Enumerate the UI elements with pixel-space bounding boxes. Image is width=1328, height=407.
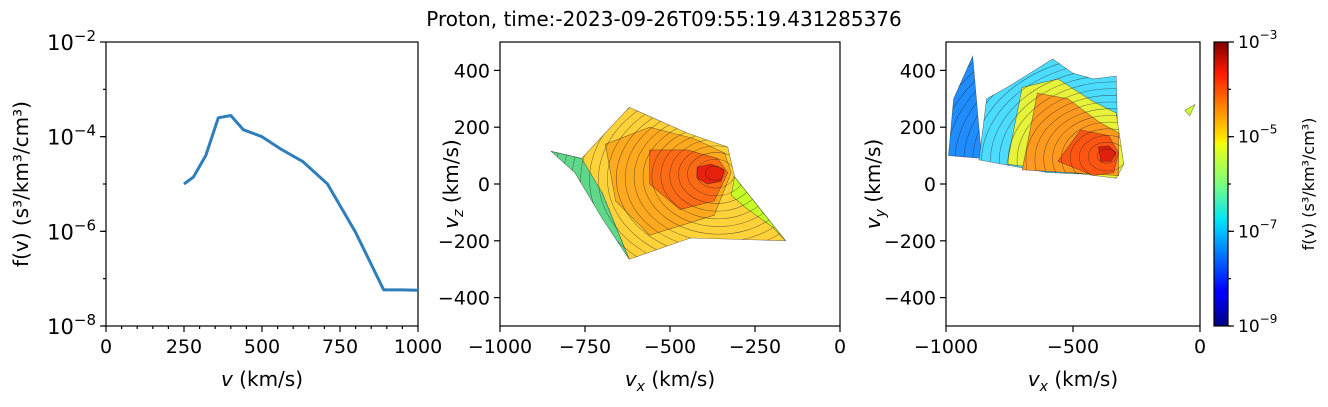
contour-line	[705, 165, 725, 181]
y-tick-label: −400	[438, 288, 490, 310]
x-tick-label: 0	[100, 336, 112, 358]
y-tick-label: 400	[900, 60, 936, 82]
x-tick-label: 500	[244, 336, 280, 358]
x-tick-label: 1000	[394, 336, 442, 358]
colorbar-tick-label: 10−7	[1238, 217, 1277, 242]
contour-line	[580, 107, 786, 260]
x-axis-label: vx (km/s)	[625, 367, 715, 395]
contour-line	[1070, 128, 1124, 179]
x-tick-label: −1000	[914, 336, 978, 358]
y-tick-label: −200	[884, 231, 936, 253]
x-tick-label: 0	[1194, 336, 1206, 358]
y-tick-label: 10−2	[47, 27, 96, 55]
y-tick-label: 10−8	[47, 311, 96, 339]
x-tick-label: −500	[1047, 336, 1099, 358]
contour-line	[948, 56, 1124, 179]
x-tick-label: −250	[729, 336, 781, 358]
colorbar-tick-label: 10−5	[1238, 123, 1277, 148]
y-tick-label: 200	[454, 117, 490, 139]
contour-line	[607, 107, 786, 260]
contour-line	[1025, 95, 1124, 179]
y-tick-label: 0	[478, 174, 490, 196]
contour-line	[1096, 148, 1117, 164]
figure-title: Proton, time:-2023-09-26T09:55:19.431285…	[426, 7, 902, 31]
colorbar-ticks: 10−3 10−5 10−7 10−9	[1228, 28, 1277, 337]
contour-region	[948, 55, 982, 159]
y-axis-label: vz (km/s)	[439, 139, 467, 228]
contour-line	[1043, 108, 1124, 179]
x-tick-label: 0	[834, 336, 846, 358]
contour-line	[598, 107, 786, 260]
y-tick-label: 200	[900, 117, 936, 139]
contour-regions	[550, 106, 787, 260]
y-axis-label: vy (km/s)	[861, 139, 889, 229]
contour-regions	[948, 55, 1196, 179]
axes-ticks: −1000 −500 0 400 200 0 −200 −400	[884, 60, 1206, 358]
x-tick-label: −500	[644, 336, 696, 358]
axes-frame	[105, 41, 419, 327]
contour-line	[1034, 101, 1124, 179]
y-tick-label: 0	[924, 174, 936, 196]
y-axis-label: f(v) (s³/km³/cm³)	[9, 101, 33, 267]
contour-line	[1016, 88, 1124, 179]
axes-ticks: 0 250 500 750 1000 10−2 10−4 10−6 10−8	[47, 27, 442, 358]
contour-line	[1007, 81, 1124, 179]
contour-line	[1061, 121, 1124, 179]
colorbar-tick-label: 10−9	[1238, 312, 1277, 337]
colorbar: 10−3 10−5 10−7 10−9 f(v) (s³/km³/cm³)	[1213, 28, 1318, 337]
axes-ticks: −1000 −750 −500 −250 0 400 200 0 −200 −400	[438, 60, 846, 358]
contour-line	[1079, 135, 1124, 179]
contour-line	[589, 107, 786, 260]
contour-line	[1052, 115, 1124, 179]
contour-line	[1087, 141, 1124, 172]
distribution-line	[183, 114, 419, 292]
y-tick-label: 400	[454, 60, 490, 82]
x-tick-label: −750	[559, 336, 611, 358]
x-tick-label: 750	[322, 336, 358, 358]
x-axis-label: vx (km/s)	[1028, 367, 1118, 395]
colorbar-label: f(v) (s³/km³/cm³)	[1299, 118, 1318, 251]
x-axis-label: v (km/s)	[221, 367, 303, 391]
y-tick-label: 10−6	[47, 216, 96, 244]
colorbar-gradient	[1214, 42, 1228, 326]
x-tick-label: 250	[166, 336, 202, 358]
x-tick-label: −1000	[468, 336, 532, 358]
colorbar-tick-label: 10−3	[1238, 28, 1277, 53]
contour-region	[1184, 103, 1196, 117]
panel-vx-vz-contour: −1000 −750 −500 −250 0 400 200 0 −200 −400 vx (km…	[438, 41, 846, 395]
y-tick-label: −200	[438, 231, 490, 253]
y-tick-label: −400	[884, 288, 936, 310]
y-tick-label: 10−4	[47, 122, 96, 150]
contour-lines	[948, 56, 1124, 179]
